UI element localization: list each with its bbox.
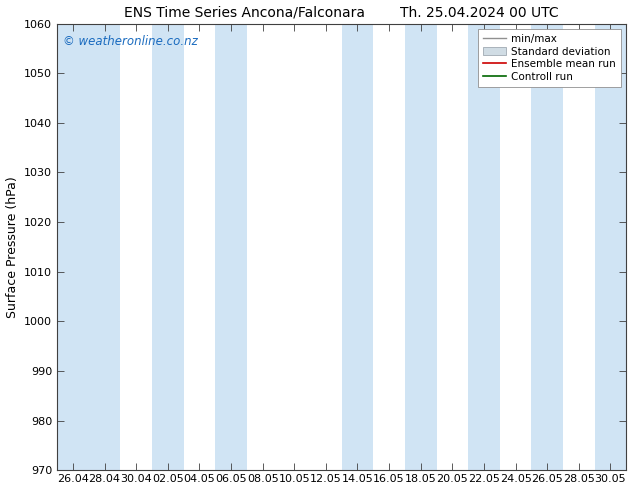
Bar [57, 24, 89, 470]
Text: © weatheronline.co.nz: © weatheronline.co.nz [63, 35, 198, 48]
Title: ENS Time Series Ancona/Falconara        Th. 25.04.2024 00 UTC: ENS Time Series Ancona/Falconara Th. 25.… [124, 5, 559, 20]
Bar [595, 24, 626, 470]
Bar [531, 24, 563, 470]
Bar [152, 24, 184, 470]
Bar [89, 24, 120, 470]
Legend: min/max, Standard deviation, Ensemble mean run, Controll run: min/max, Standard deviation, Ensemble me… [478, 29, 621, 87]
Bar [468, 24, 500, 470]
Bar [215, 24, 247, 470]
Bar [342, 24, 373, 470]
Y-axis label: Surface Pressure (hPa): Surface Pressure (hPa) [6, 176, 18, 318]
Bar [405, 24, 437, 470]
